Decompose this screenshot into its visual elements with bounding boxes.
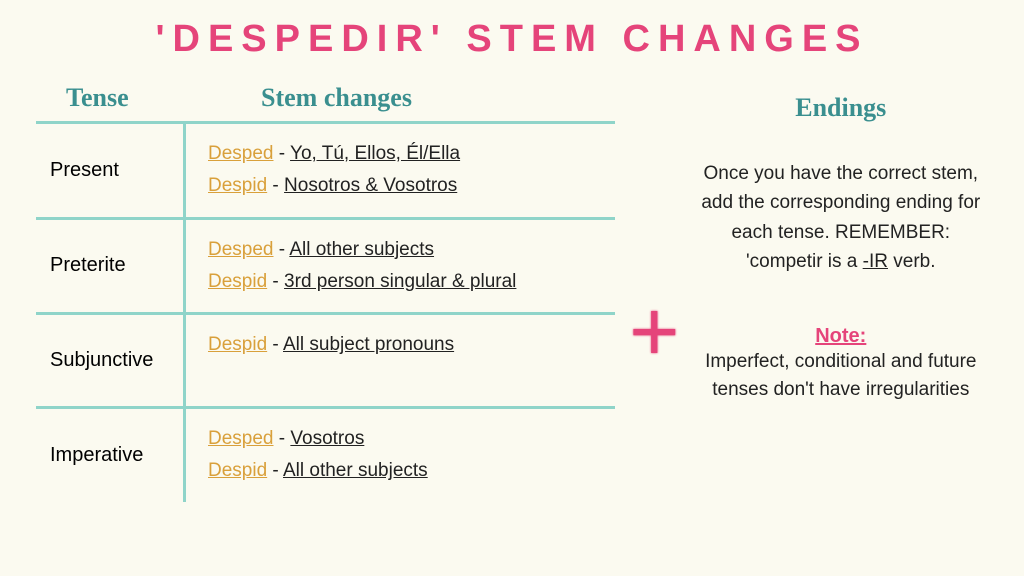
- stem-line: Despid - 3rd person singular & plural: [208, 266, 615, 298]
- plus-icon: +: [615, 123, 694, 542]
- subjects-text: All other subjects: [283, 460, 428, 481]
- dash: -: [267, 175, 284, 196]
- ir-suffix: -IR: [863, 251, 888, 272]
- endings-post: verb.: [888, 251, 936, 272]
- dash: -: [274, 428, 291, 449]
- table-row: PresentDesped - Yo, Tú, Ellos, Él/EllaDe…: [36, 121, 615, 217]
- tense-cell: Present: [36, 124, 186, 217]
- subjects-text: Vosotros: [290, 428, 364, 449]
- stem-cell: Despid - All subject pronouns: [186, 315, 615, 406]
- col-header-stem: Stem changes: [201, 83, 412, 113]
- page-title: 'DESPEDIR' STEM CHANGES: [0, 0, 1024, 61]
- stem-line: Despid - All subject pronouns: [208, 329, 615, 361]
- stem-word: Despid: [208, 175, 267, 196]
- endings-pre: Once you have the correct stem, add the …: [701, 163, 980, 272]
- endings-heading: Endings: [694, 93, 988, 123]
- stem-line: Desped - All other subjects: [208, 234, 615, 266]
- dash: -: [267, 271, 284, 292]
- stem-line: Despid - All other subjects: [208, 455, 615, 487]
- stem-cell: Desped - VosotrosDespid - All other subj…: [186, 409, 615, 502]
- stem-word: Desped: [208, 239, 274, 260]
- table-row: Subjunctive Despid - All subject pronouns: [36, 312, 615, 406]
- col-header-tense: Tense: [36, 83, 201, 113]
- stem-line: Desped - Yo, Tú, Ellos, Él/Ella: [208, 138, 615, 170]
- tense-cell: Imperative: [36, 409, 186, 502]
- stem-cell: Desped - All other subjectsDespid - 3rd …: [186, 220, 615, 313]
- table-header-row: Tense Stem changes: [36, 83, 615, 121]
- stem-word: Despid: [208, 271, 267, 292]
- endings-panel: Endings Once you have the correct stem, …: [694, 83, 988, 502]
- stem-word: Despid: [208, 460, 267, 481]
- content-wrapper: Tense Stem changes Present Desped - Yo, T…: [0, 61, 1024, 502]
- subjects-text: Nosotros & Vosotros: [284, 175, 457, 196]
- note-heading: Note:: [694, 325, 988, 348]
- table-row: ImperativeDesped - VosotrosDespid - All …: [36, 406, 615, 502]
- stem-line: Despid - Nosotros & Vosotros: [208, 170, 615, 202]
- stem-line: Desped - Vosotros: [208, 423, 615, 455]
- note-text: Imperfect, conditional and future tenses…: [694, 348, 988, 405]
- dash: -: [267, 460, 283, 481]
- tense-cell: Preterite: [36, 220, 186, 313]
- endings-text: Once you have the correct stem, add the …: [694, 159, 988, 277]
- stem-word: Desped: [208, 428, 274, 449]
- subjects-text: Yo, Tú, Ellos, Él/Ella: [290, 143, 460, 164]
- stem-table: Tense Stem changes Present Desped - Yo, T…: [36, 83, 615, 502]
- dash: -: [267, 334, 283, 355]
- table-row: PreteriteDesped - All other subjectsDesp…: [36, 217, 615, 313]
- tense-cell: Subjunctive: [36, 315, 186, 406]
- stem-word: Desped: [208, 143, 274, 164]
- dash: -: [274, 239, 290, 260]
- subjects-text: 3rd person singular & plural: [284, 271, 516, 292]
- dash: -: [274, 143, 291, 164]
- stem-cell: Desped - Yo, Tú, Ellos, Él/EllaDespid - …: [186, 124, 615, 217]
- subjects-text: All subject pronouns: [283, 334, 454, 355]
- stem-word: Despid: [208, 334, 267, 355]
- subjects-text: All other subjects: [289, 239, 434, 260]
